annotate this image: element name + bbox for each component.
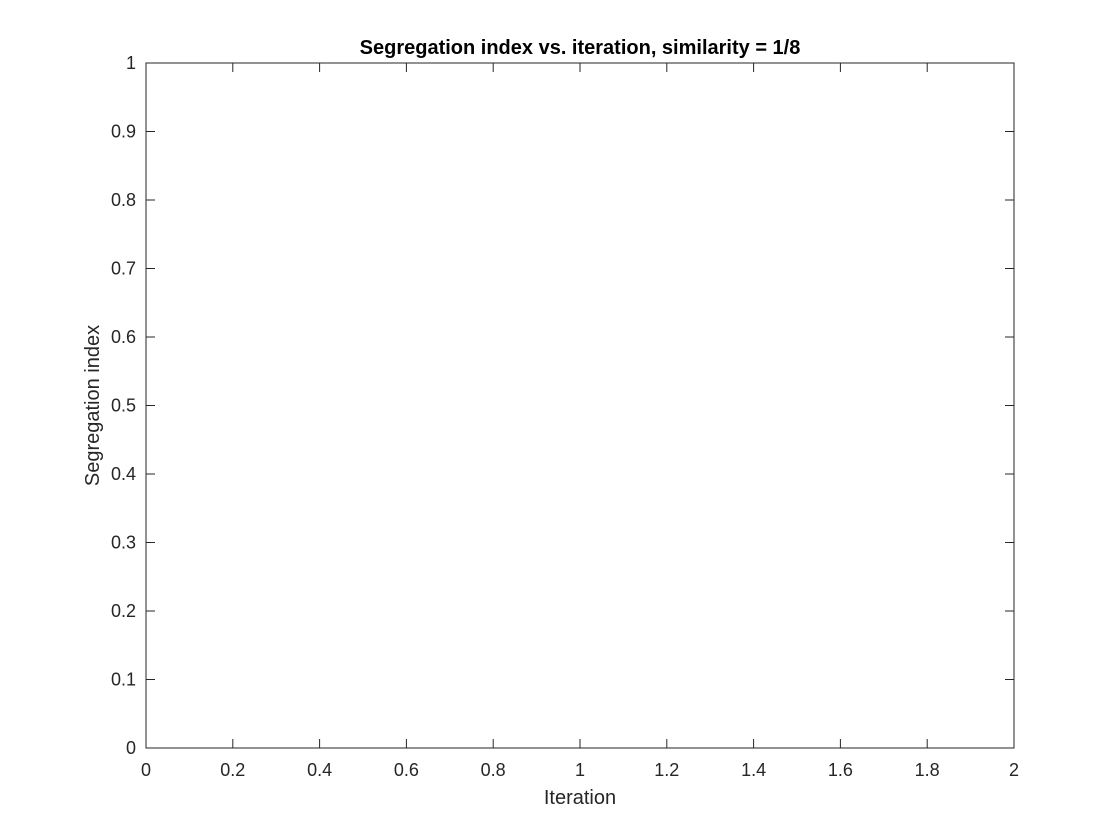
y-tick-label: 0.1 <box>111 670 136 690</box>
y-tick-label: 0.6 <box>111 327 136 347</box>
y-tick-label: 0.2 <box>111 601 136 621</box>
ticks-layer: 0 0.2 0.4 0.6 0.8 1 1.2 1.4 1.6 1.8 2 0 0.1 0.2 0.3 0.4… <box>111 53 1019 780</box>
y-tick-label: 0.3 <box>111 533 136 553</box>
x-tick-label: 1.8 <box>915 760 940 780</box>
y-tick-label: 0.9 <box>111 122 136 142</box>
x-tick-label: 0.8 <box>481 760 506 780</box>
x-tick-label: 0 <box>141 760 151 780</box>
y-tick-label: 0.7 <box>111 259 136 279</box>
y-tick-label: 0 <box>126 738 136 758</box>
y-axis-label: Segregation index <box>82 325 104 486</box>
plot-area <box>145 62 1015 749</box>
x-tick-label: 1.4 <box>741 760 766 780</box>
x-tick-label: 0.6 <box>394 760 419 780</box>
x-tick-label: 0.2 <box>220 760 245 780</box>
x-tick-label: 0.4 <box>307 760 332 780</box>
y-tick-label: 0.5 <box>111 396 136 416</box>
x-tick-label: 1.2 <box>654 760 679 780</box>
x-tick-label: 2 <box>1009 760 1019 780</box>
y-tick-label: 0.8 <box>111 190 136 210</box>
y-tick-label: 0.4 <box>111 464 136 484</box>
y-tick-label: 1 <box>126 53 136 73</box>
x-tick-label: 1.6 <box>828 760 853 780</box>
x-tick-label: 1 <box>575 760 585 780</box>
x-axis-label: Iteration <box>544 787 616 809</box>
chart-title: Segregation index vs. iteration, similar… <box>360 37 801 59</box>
